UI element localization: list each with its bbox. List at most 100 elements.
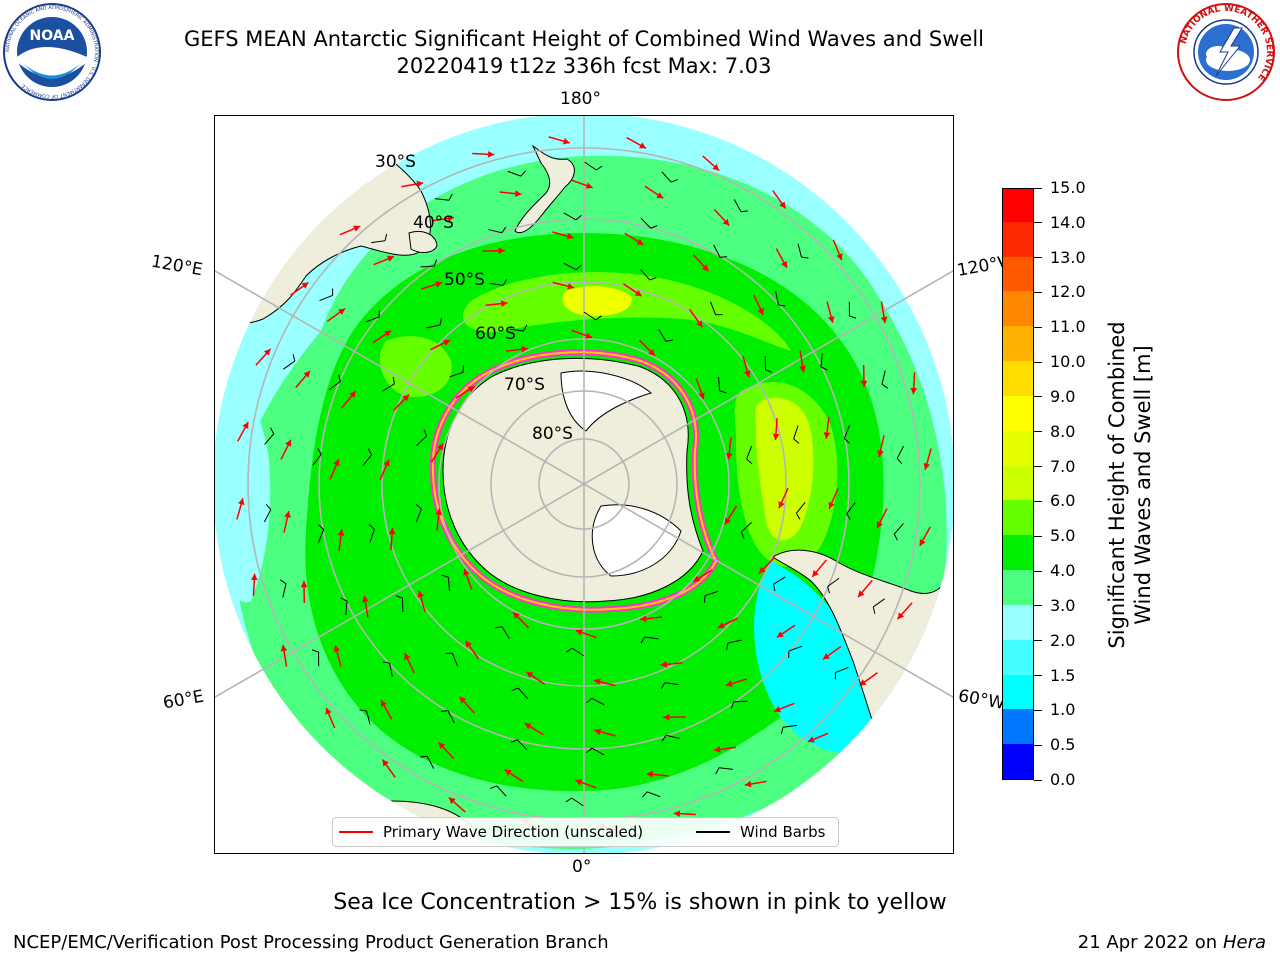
wind-barb-flag	[719, 390, 727, 394]
wind-barb-staff	[718, 767, 733, 770]
wind-barb-staff	[835, 666, 849, 674]
wave-arrow-head	[526, 671, 534, 679]
legend-wave-direction-label: Primary Wave Direction (unscaled)	[383, 823, 644, 841]
wind-barb-staff	[416, 435, 427, 446]
wave-arrow-head	[776, 631, 784, 638]
wind-barb-flag	[881, 383, 889, 389]
wind-barb-staff	[563, 262, 577, 271]
wave-arrow-head	[498, 247, 505, 255]
wind-barb-staff	[746, 445, 753, 460]
wind-barb-staff	[571, 647, 585, 657]
wind-barb-staff	[426, 756, 435, 769]
wind-barb-staff	[451, 653, 459, 667]
wind-barb-staff	[501, 626, 510, 640]
wind-barb-flag	[746, 458, 753, 465]
wind-barb-flag	[575, 264, 582, 271]
colorbar-label-line-1: Significant Height of Combined	[1105, 321, 1129, 649]
wind-barb-flag	[510, 739, 518, 743]
wave-arrow-head	[562, 137, 570, 145]
lon-label-60w: 60°W	[956, 686, 1007, 714]
wave-arrow-head	[779, 201, 786, 209]
colorbar-segment	[1003, 708, 1033, 745]
wind-barb-flag	[367, 448, 373, 455]
wind-barb-staff	[389, 662, 393, 677]
colorbar-label: Significant Height of Combined Wind Wave…	[1104, 321, 1156, 648]
wave-arrow-head	[575, 779, 583, 786]
wave-arrow-head	[381, 700, 387, 708]
producer-credit: NCEP/EMC/Verification Post Processing Pr…	[13, 932, 609, 953]
wind-barb-staff	[517, 687, 528, 699]
colorbar-tick-label: 1.5	[1034, 666, 1075, 685]
wind-barb-flag	[384, 233, 388, 241]
wave-arrow-head	[438, 742, 446, 750]
wind-barb-flag	[382, 661, 390, 664]
legend-wind-barbs-swatch	[696, 831, 730, 833]
wind-barb-staff	[640, 217, 652, 229]
colorbar-tick-label: 10.0	[1034, 352, 1086, 371]
lat-label-70s: 70°S	[504, 375, 545, 395]
wind-barb-staff	[489, 282, 504, 286]
wind-barb-flag	[642, 791, 648, 798]
wave-arrow-head	[701, 264, 709, 272]
wave-arrow-head	[388, 527, 396, 535]
landmass-new-zealand	[514, 144, 575, 234]
wave-arrow-head	[284, 511, 291, 518]
wave-arrow-head	[910, 387, 918, 395]
wave-arrow-head	[465, 640, 472, 648]
wind-barb-flag	[441, 574, 449, 578]
wind-barb-staff	[709, 301, 717, 315]
wind-barb-staff	[365, 316, 380, 323]
wave-arrow-head	[774, 706, 781, 713]
wind-barb-staff	[447, 710, 455, 724]
wave-arrow-head	[383, 459, 390, 467]
lat-label-30s: 30°S	[375, 152, 416, 172]
lon-label-120e: 120°E	[149, 251, 205, 281]
wave-arrow-head	[594, 728, 602, 736]
wind-barb-flag	[368, 524, 375, 530]
wave-arrow-head	[237, 498, 245, 506]
colorbar-tick-label: 8.0	[1034, 422, 1075, 441]
wind-barb-flag	[650, 225, 658, 229]
wind-barb-flag	[395, 595, 403, 599]
antarctic-ice-shelf	[560, 370, 682, 577]
map-base-layer	[215, 116, 953, 853]
wind-barb-staff	[644, 636, 659, 640]
wind-barb-staff	[563, 212, 577, 221]
wave-arrow-head	[823, 432, 831, 439]
run-date: 21 Apr 2022 on Hera	[1078, 932, 1266, 953]
wave-arrow-head	[353, 225, 361, 232]
wind-barb-flag	[726, 642, 729, 650]
wave-band-6-7m	[755, 397, 814, 541]
wind-barb-flag	[640, 636, 645, 644]
low-wave-zone-east	[754, 561, 875, 754]
colorbar-tick-label: 6.0	[1034, 491, 1075, 510]
wind-barb-flag	[495, 626, 503, 629]
colorbar-tick-label: 11.0	[1034, 317, 1086, 336]
colorbar-tick-label: 7.0	[1034, 457, 1075, 476]
wind-barb-staff	[872, 598, 885, 608]
wind-barb-staff	[282, 583, 287, 598]
colorbar-segment	[1003, 430, 1033, 466]
wave-arrow-head	[463, 568, 470, 576]
wind-barb-flag	[778, 304, 786, 307]
wind-barb-flag	[595, 315, 602, 321]
nws-logo: NATIONAL WEATHER SERVICE	[1177, 3, 1275, 101]
colorbar-tick-label: 13.0	[1034, 248, 1086, 267]
wave-arrow-head	[663, 713, 670, 721]
wind-barb-staff	[797, 243, 802, 258]
wind-barb-flag	[265, 504, 272, 510]
wave-arrow-head	[724, 517, 731, 525]
wind-barb-flag	[423, 429, 428, 437]
wind-barb-staff	[733, 199, 742, 212]
wind-barb-flag	[359, 709, 367, 712]
colorbar-tick-label: 5.0	[1034, 526, 1075, 545]
wind-barb-flag	[893, 533, 898, 541]
wave-direction-arrows	[236, 136, 932, 832]
colorbar-tick-label: 15.0	[1034, 178, 1086, 197]
chart-title-line-2: 20220419 t12z 336h fcst Max: 7.03	[396, 54, 772, 78]
wind-barb-flag	[520, 170, 526, 177]
noaa-logo: NATIONAL OCEANIC AND ATMOSPHERIC ADMINIS…	[3, 3, 101, 101]
wind-barb-staff	[717, 376, 721, 391]
wave-arrow-head	[404, 653, 411, 661]
wave-arrow-head	[807, 736, 815, 743]
